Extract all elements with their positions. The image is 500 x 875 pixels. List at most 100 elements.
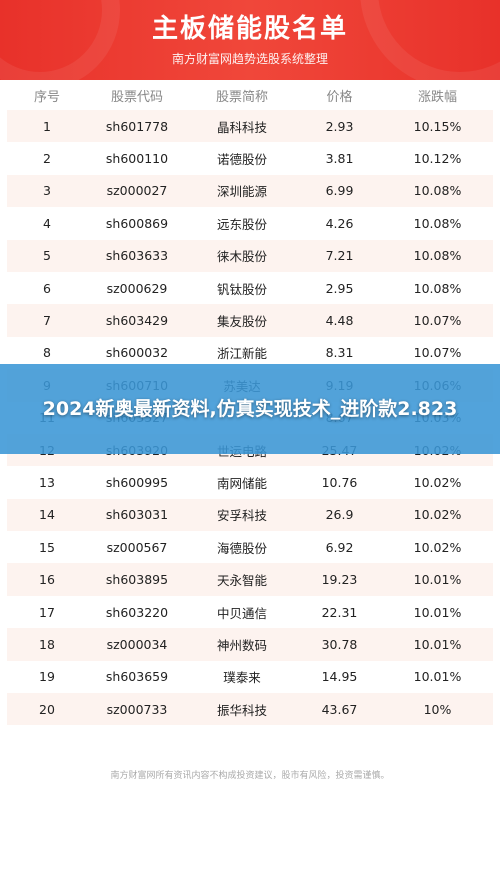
cell-name: 钒钛股份 [216,281,267,297]
cell-index: 1 [43,118,51,134]
cell-change: 10.15% [413,118,462,134]
cell-index: 15 [39,539,55,555]
cell-price: 6.99 [325,183,354,199]
cell-index: 3 [43,183,51,199]
cell-name: 浙江新能 [216,346,267,362]
cell-price: 30.78 [321,636,358,652]
cell-price: 4.48 [325,313,354,329]
cell-code: sh601778 [105,118,169,134]
cell-name: 远东股份 [216,216,267,232]
disclaimer: 南方财富网所有资讯内容不构成投资建议，股市有风险，投资需谨慎。 [110,771,390,781]
header: 主板储能股名单 南方财富网趋势选股系统整理 [0,0,500,80]
cell-price: 6.92 [325,539,354,555]
cell-code: sh603429 [105,313,169,329]
cell-index: 16 [39,572,55,588]
cell-name: 振华科技 [216,702,267,718]
cell-index: 17 [39,604,55,620]
table-row[interactable]: 20 sz000733 振华科技 43.67 10% [7,693,493,726]
overlay-banner[interactable]: 2024新奥最新资料,仿真实现技术_进阶款2.823 [0,364,500,454]
cell-change: 10.01% [413,604,462,620]
cell-name: 晶科科技 [216,119,267,135]
cell-name: 诺德股份 [216,152,267,168]
cell-change: 10.08% [413,183,462,199]
table-row[interactable]: 5 sh603633 徕木股份 7.21 10.08% [7,239,493,272]
cell-name: 南网储能 [216,475,267,491]
cell-code: sh603895 [105,572,169,588]
column-header-code: 股票代码 [110,89,163,105]
page-subtitle: 南方财富网趋势选股系统整理 [171,52,328,66]
cell-name: 神州数码 [216,637,267,653]
cell-change: 10.08% [413,280,462,296]
cell-name: 安孚科技 [216,508,267,524]
cell-index: 14 [39,507,55,523]
cell-index: 20 [39,701,55,717]
cell-code: sz000034 [106,636,168,652]
cell-name: 中贝通信 [216,605,267,621]
table-row[interactable]: 3 sz000027 深圳能源 6.99 10.08% [7,174,493,208]
cell-change: 10.01% [413,669,462,685]
cell-change: 10.02% [413,539,462,555]
cell-code: sh603031 [105,507,169,523]
cell-code: sh600032 [105,345,169,361]
table-row[interactable]: 8 sh600032 浙江新能 8.31 10.07% [7,337,493,369]
table-row[interactable]: 13 sh600995 南网储能 10.76 10.02% [7,466,493,498]
cell-change: 10.07% [413,313,462,329]
cell-change: 10.01% [413,636,462,652]
cell-code: sz000733 [106,701,168,717]
cell-price: 2.95 [325,280,354,296]
table-row[interactable]: 7 sh603429 集友股份 4.48 10.07% [7,304,493,337]
cell-code: sh600869 [105,215,169,231]
cell-price: 19.23 [321,572,358,588]
cell-name: 海德股份 [216,540,267,556]
table-row[interactable]: 15 sz000567 海德股份 6.92 10.02% [7,531,493,563]
cell-change: 10% [423,701,452,717]
cell-price: 10.76 [321,474,358,490]
table-row[interactable]: 4 sh600869 远东股份 4.26 10.08% [7,207,493,239]
table-row[interactable]: 1 sh601778 晶科科技 2.93 10.15% [7,110,493,143]
cell-code: sz000629 [106,280,168,296]
cell-price: 2.93 [325,118,354,134]
cell-code: sh603659 [105,669,169,685]
cell-code: sz000567 [106,539,168,555]
cell-change: 10.02% [413,507,462,523]
cell-code: sh600995 [105,474,169,490]
table-row[interactable]: 2 sh600110 诺德股份 3.81 10.12% [7,142,493,174]
cell-index: 6 [43,280,51,296]
table-row[interactable]: 6 sz000629 钒钛股份 2.95 10.08% [7,272,493,304]
cell-price: 22.31 [321,604,358,620]
cell-change: 10.08% [413,248,462,264]
cell-name: 集友股份 [216,314,267,330]
table-header: 序号 股票代码 股票简称 价格 涨跌幅 [7,80,493,110]
cell-index: 18 [39,636,55,652]
cell-code: sh600110 [105,151,169,167]
cell-code: sh603633 [105,248,169,264]
table-row[interactable]: 14 sh603031 安孚科技 26.9 10.02% [7,498,493,532]
cell-index: 8 [43,345,51,361]
cell-index: 5 [43,248,51,264]
cell-code: sz000027 [106,183,168,199]
cell-index: 4 [43,215,51,231]
cell-change: 10.08% [413,215,462,231]
cell-price: 14.95 [321,669,358,685]
cell-change: 10.01% [413,572,462,588]
table-row[interactable]: 17 sh603220 中贝通信 22.31 10.01% [7,596,493,628]
table-row[interactable]: 18 sz000034 神州数码 30.78 10.01% [7,628,493,661]
cell-name: 璞泰来 [223,670,261,686]
cell-index: 19 [39,669,55,685]
cell-price: 43.67 [321,701,358,717]
table-row[interactable]: 16 sh603895 天永智能 19.23 10.01% [7,563,493,596]
column-header-change: 涨跌幅 [417,89,457,105]
cell-change: 10.02% [413,474,462,490]
cell-index: 2 [43,151,51,167]
cell-change: 10.07% [413,345,462,361]
banner-text: 2024新奥最新资料,仿真实现技术_进阶款2.823 [42,398,458,420]
column-header-price: 价格 [326,89,353,105]
page-title: 主板储能股名单 [151,14,348,44]
table-row[interactable]: 19 sh603659 璞泰来 14.95 10.01% [7,661,493,693]
cell-name: 深圳能源 [216,184,267,200]
cell-index: 7 [43,313,51,329]
cell-code: sh603220 [105,604,169,620]
cell-change: 10.12% [413,151,462,167]
cell-name: 徕木股份 [216,249,267,265]
column-header-index: 序号 [33,89,60,105]
